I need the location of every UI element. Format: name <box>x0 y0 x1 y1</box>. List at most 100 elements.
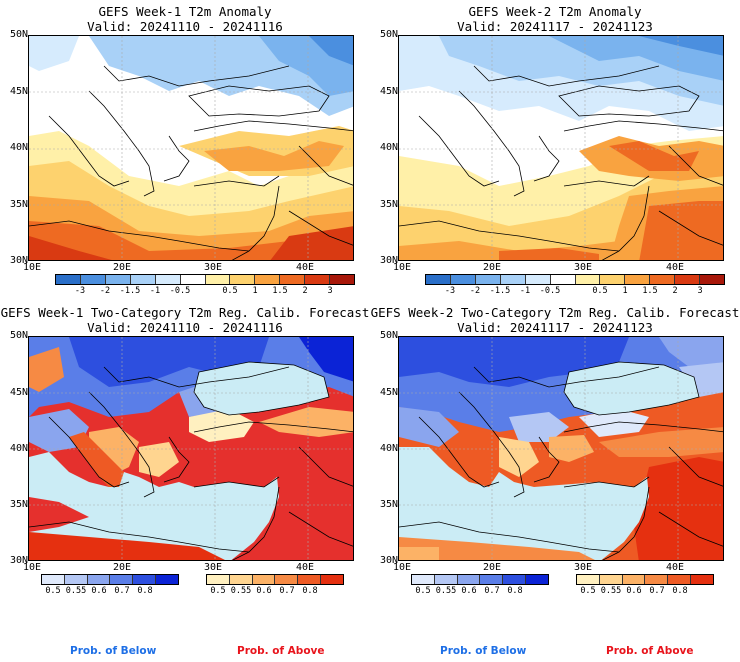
colorbar-swatch <box>599 575 623 584</box>
colorbar-label: 0.5 <box>222 286 238 296</box>
colorbar-swatch <box>457 575 481 584</box>
below-colorbar <box>41 574 179 585</box>
lon-label: 40E <box>665 262 685 273</box>
lat-label: 40N <box>379 142 398 153</box>
lat-label: 35N <box>9 199 28 210</box>
anomaly-map <box>28 35 354 261</box>
colorbar-label: 1 <box>252 286 258 296</box>
colorbar-label: 0.8 <box>672 586 688 596</box>
colorbar-swatch <box>180 275 206 284</box>
colorbar-swatch <box>412 575 435 584</box>
anomaly-colorbar <box>55 274 355 285</box>
colorbar-label: 0.55 <box>230 586 252 596</box>
colorbar-swatch <box>503 575 527 584</box>
colorbar-label: 0.5 <box>580 586 596 596</box>
panel-title: GEFS Week-2 T2m Anomaly <box>468 4 642 19</box>
colorbar-swatch <box>252 575 276 584</box>
lat-label: 45N <box>9 86 28 97</box>
colorbar-label: -2 <box>469 286 481 296</box>
colorbar-label: -3 <box>74 286 86 296</box>
colorbar-swatch <box>577 575 600 584</box>
colorbar-label: -0.5 <box>169 286 191 296</box>
lat-label: 40N <box>9 443 28 454</box>
lon-label: 10E <box>392 562 412 573</box>
lat-label: 40N <box>379 443 398 454</box>
colorbar-label: -0.5 <box>539 286 561 296</box>
panel-valid-dates: Valid: 20241117 - 20241123 <box>457 320 653 335</box>
lat-label: 45N <box>9 387 28 398</box>
colorbar-label: 0.5 <box>210 586 226 596</box>
lat-label: 30N <box>9 555 28 566</box>
colorbar-label: 0.55 <box>435 586 457 596</box>
lat-label: 35N <box>9 499 28 510</box>
panel-week2-probability: GEFS Week-2 Two-Category T2m Reg. Calib.… <box>370 300 740 600</box>
colorbar-swatch <box>64 575 88 584</box>
colorbar-swatch <box>105 275 131 284</box>
colorbar-label: 0.55 <box>600 586 622 596</box>
colorbar-swatch <box>42 575 65 584</box>
colorbar-label: 1 <box>622 286 628 296</box>
colorbar-label: -1.5 <box>489 286 511 296</box>
lat-label: 35N <box>379 499 398 510</box>
colorbar-swatch <box>56 275 81 284</box>
colorbar-swatch <box>130 275 156 284</box>
colorbar-swatch <box>255 275 281 284</box>
lon-label: 10E <box>22 262 42 273</box>
lon-label: 30E <box>573 262 593 273</box>
colorbar-swatch <box>600 275 626 284</box>
colorbar-swatch <box>525 275 551 284</box>
colorbar-swatch <box>229 575 253 584</box>
colorbar-swatch <box>87 575 111 584</box>
colorbar-label: 2 <box>302 286 308 296</box>
colorbar-label: 0.6 <box>91 586 107 596</box>
colorbar-label: 0.6 <box>256 586 272 596</box>
lon-label: 40E <box>295 562 315 573</box>
colorbar-label: 3 <box>327 286 333 296</box>
panel-title: GEFS Week-1 Two-Category T2m Reg. Calib.… <box>0 305 370 320</box>
colorbar-label: 0.5 <box>45 586 61 596</box>
colorbar-swatch <box>80 275 106 284</box>
panel-valid-dates: Valid: 20241110 - 20241116 <box>87 19 283 34</box>
colorbar-swatch <box>321 575 343 584</box>
lon-label: 20E <box>112 562 132 573</box>
colorbar-label: 1.5 <box>642 286 658 296</box>
panel-week1-probability: GEFS Week-1 Two-Category T2m Reg. Calib.… <box>0 300 370 600</box>
colorbar-label: -1 <box>519 286 531 296</box>
colorbar-label: 0.7 <box>279 586 295 596</box>
lon-label: 20E <box>482 262 502 273</box>
lon-label: 20E <box>112 262 132 273</box>
colorbar-swatch <box>480 575 504 584</box>
colorbar-swatch <box>675 275 701 284</box>
lon-label: 10E <box>392 262 412 273</box>
below-colorbar <box>411 574 549 585</box>
probability-map <box>398 336 724 561</box>
anomaly-colorbar <box>425 274 725 285</box>
colorbar-label: 0.7 <box>484 586 500 596</box>
panel-valid-dates: Valid: 20241110 - 20241116 <box>87 320 283 335</box>
colorbar-label: 2 <box>672 286 678 296</box>
panel-week2-anomaly: GEFS Week-2 T2m Anomaly Valid: 20241117 … <box>370 0 740 300</box>
probability-map <box>28 336 354 561</box>
colorbar-swatch <box>622 575 646 584</box>
colorbar-swatch <box>575 275 601 284</box>
colorbar-label: 0.7 <box>649 586 665 596</box>
lat-label: 50N <box>379 330 398 341</box>
colorbar-label: 0.7 <box>114 586 130 596</box>
anomaly-map <box>398 35 724 261</box>
colorbar-swatch <box>625 275 651 284</box>
lat-label: 35N <box>379 199 398 210</box>
colorbar-swatch <box>205 275 231 284</box>
lat-label: 30N <box>9 255 28 266</box>
colorbar-swatch <box>133 575 157 584</box>
lon-label: 20E <box>482 562 502 573</box>
colorbar-label: 0.6 <box>626 586 642 596</box>
colorbar-label: -2 <box>99 286 111 296</box>
colorbar-swatch <box>475 275 501 284</box>
panel-week1-anomaly: GEFS Week-1 T2m Anomaly Valid: 20241110 … <box>0 0 370 300</box>
lat-label: 30N <box>379 255 398 266</box>
lon-label: 40E <box>295 262 315 273</box>
lon-label: 10E <box>22 562 42 573</box>
colorbar-swatch <box>207 575 230 584</box>
lat-label: 40N <box>9 142 28 153</box>
colorbar-swatch <box>298 575 322 584</box>
